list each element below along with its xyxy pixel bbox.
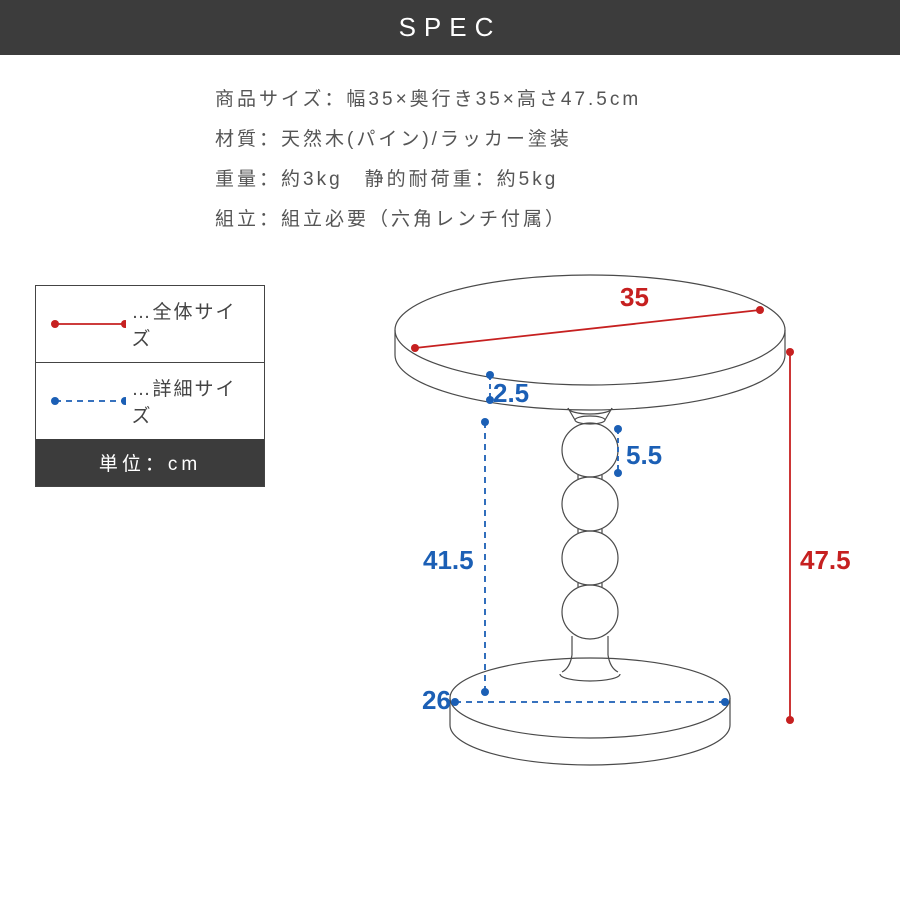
dim-base-d: 26: [422, 685, 451, 716]
dim-sphere-d: 5.5: [626, 440, 662, 471]
legend-overall-label: …全体サイズ: [132, 297, 250, 351]
spec-title: SPEC: [399, 12, 502, 43]
legend-overall-line-icon: [50, 319, 126, 329]
legend-detail: …詳細サイズ: [36, 363, 264, 439]
legend-unit: 単位：cm: [36, 439, 264, 486]
spec-header: SPEC: [0, 0, 900, 55]
spec-assembly: 組立：組立必要（六角レンチ付属）: [215, 200, 641, 240]
dim-top-thickness: 2.5: [493, 378, 529, 409]
dim-top-width: 35: [620, 282, 649, 313]
dim-total-h: 47.5: [800, 545, 851, 576]
dim-column-h: 41.5: [423, 545, 474, 576]
spec-size: 商品サイズ：幅35×奥行き35×高さ47.5cm: [215, 80, 641, 120]
spec-material: 材質：天然木(パイン)/ラッカー塗装: [215, 120, 641, 160]
spec-block: 商品サイズ：幅35×奥行き35×高さ47.5cm 材質：天然木(パイン)/ラッカ…: [215, 80, 641, 240]
legend-detail-label: …詳細サイズ: [132, 374, 250, 428]
legend-overall: …全体サイズ: [36, 286, 264, 363]
table-diagram: 35 2.5 5.5 41.5 47.5 26: [320, 260, 860, 880]
legend-detail-line-icon: [50, 396, 126, 406]
table-drawing-icon: [320, 260, 860, 880]
legend-box: …全体サイズ …詳細サイズ 単位：cm: [35, 285, 265, 487]
legend-unit-label: 単位：cm: [99, 454, 201, 475]
spec-weight: 重量：約3kg 静的耐荷重：約5kg: [215, 160, 641, 200]
